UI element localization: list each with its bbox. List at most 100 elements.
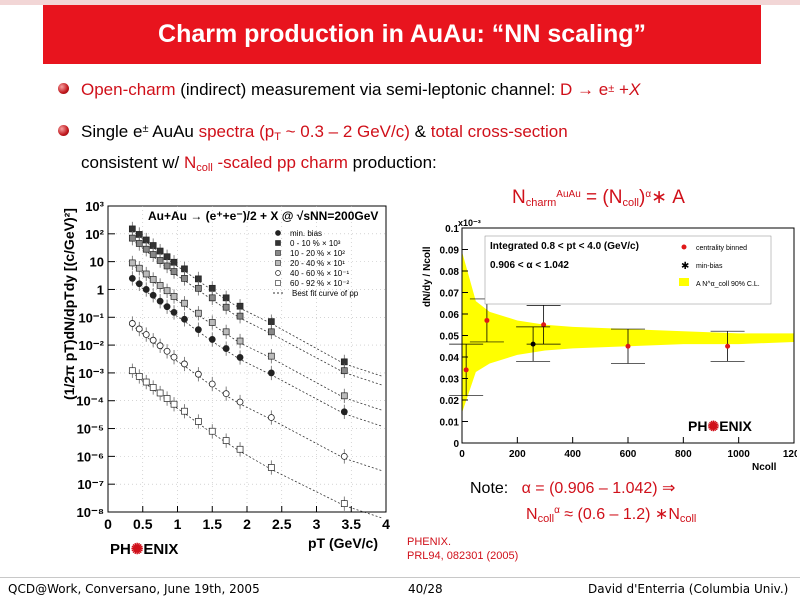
y-tick-label: 0	[453, 439, 459, 450]
data-point	[340, 367, 348, 375]
data-point	[135, 264, 143, 272]
data-point	[195, 418, 202, 425]
y-tick-label: 0.05	[440, 332, 460, 343]
data-point	[181, 315, 188, 323]
y-tick-label: 0.08	[440, 267, 460, 278]
y-tick-label: 10⁻¹	[78, 310, 104, 325]
x-tick-label: 1000	[728, 449, 751, 460]
fit-curve	[132, 372, 383, 519]
phenix-logo-right: PH✺ENIX	[688, 418, 752, 434]
data-point	[267, 318, 275, 325]
data-point	[142, 286, 150, 293]
spectra-text: spectra (p	[198, 122, 275, 141]
data-point	[208, 294, 216, 302]
x-tick-label: 800	[675, 449, 692, 460]
legend-entry: A N^α_coll 90% C.L.	[696, 281, 760, 288]
data-point	[541, 322, 547, 328]
x-tick-label: 400	[564, 449, 581, 460]
footer-separator	[0, 577, 800, 578]
data-point	[135, 280, 143, 288]
data-point	[170, 268, 178, 275]
data-point	[236, 445, 244, 453]
data-point	[195, 284, 202, 292]
y-tick-label: 10⁻³	[78, 366, 104, 381]
legend-marker	[681, 244, 687, 250]
data-point	[156, 342, 164, 350]
bullet-icon	[58, 83, 69, 94]
y-tick-label: 0.1	[445, 224, 459, 235]
data-point	[222, 390, 230, 398]
data-point	[128, 259, 136, 267]
data-point	[208, 427, 216, 435]
x-tick-label: 0.5	[133, 516, 153, 532]
data-point	[236, 312, 244, 320]
data-point	[170, 308, 178, 316]
bullet-text-1: Open-charm (indirect) measurement via se…	[81, 77, 640, 102]
y-tick-label: 0.01	[440, 418, 460, 429]
data-point	[236, 337, 244, 345]
x-tick-label: 600	[620, 449, 637, 460]
ncoll-subscript: coll	[196, 162, 213, 174]
data-point	[163, 287, 171, 295]
legend-entry: Best fit curve of pp	[292, 289, 359, 298]
single-e-text: Single e	[81, 122, 143, 141]
data-point	[142, 378, 150, 386]
data-point	[156, 247, 164, 255]
data-point	[236, 354, 244, 361]
data-point	[222, 437, 230, 444]
x-tick-label: 1.5	[203, 516, 223, 532]
data-point	[340, 452, 348, 460]
data-point	[267, 328, 275, 336]
chart-title: Au+Au → (e⁺+e⁻)/2 + X @ √sNN=200GeV	[148, 209, 378, 223]
data-point	[236, 302, 244, 310]
data-point	[463, 367, 469, 373]
footer-left: QCD@Work, Conversano, June 19th, 2005	[8, 582, 260, 596]
data-point	[625, 343, 631, 349]
y-tick-label: 1	[97, 282, 104, 297]
title-banner: Charm production in AuAu: “NN scaling”	[43, 5, 761, 64]
spectra-chart: 0 0.5 1 1.5 2 2.5 3 3.5 4 10³ 10² 10 1 10⁻¹ 10⁻² 10⁻³ 10…	[60, 190, 395, 575]
y-tick-label: 10⁻⁵	[77, 422, 104, 437]
data-point	[340, 392, 348, 400]
data-point	[135, 325, 143, 333]
legend-marker	[275, 240, 281, 246]
data-point	[267, 464, 275, 471]
note-line-1: Note: α = (0.906 – 1.042) ⇒	[470, 480, 676, 497]
legend-marker	[679, 278, 689, 286]
legend-marker	[275, 250, 281, 256]
data-point	[156, 257, 164, 264]
data-point	[340, 408, 348, 416]
bullet-text-2: Single e± AuAu spectra (pT ~ 0.3 – 2 GeV…	[81, 117, 568, 181]
y-tick-label: 10³	[85, 199, 104, 214]
legend-box	[484, 235, 772, 305]
data-point	[181, 407, 188, 415]
data-point	[170, 258, 178, 266]
data-point	[170, 400, 178, 408]
bullet-icon	[58, 125, 69, 136]
y-tick-label: 0.06	[440, 310, 460, 321]
chart-subtitle: 0.906 < α < 1.042	[490, 260, 569, 271]
data-point	[156, 389, 164, 397]
legend-entry: min. bias	[290, 229, 322, 238]
x-axis-label: Ncoll	[752, 462, 777, 473]
data-point	[208, 319, 216, 326]
x-axis-label: pT (GeV/c)	[308, 535, 378, 551]
scaling-formula: NcharmAuAu = (Ncoll)α∗ A	[512, 187, 685, 209]
y-tick-label: 10⁻⁸	[77, 505, 104, 520]
x-tick-label: 0	[459, 449, 465, 460]
y-axis-label: (1/2π pT)dN/dpTdy [(c/GeV)²]	[61, 208, 77, 400]
y-tick-label: 0.03	[440, 375, 460, 386]
legend-marker	[275, 260, 281, 266]
data-point	[149, 276, 157, 283]
data-point	[725, 343, 731, 349]
data-point	[195, 275, 202, 283]
data-point	[142, 270, 150, 278]
data-point	[236, 398, 244, 406]
y-tick-label: 10	[90, 255, 104, 270]
x-tick-label: 1	[174, 516, 182, 532]
legend-entry: centrality binned	[696, 245, 747, 252]
data-point	[142, 245, 150, 253]
data-point	[208, 336, 216, 343]
plus-minus-sign: ±	[608, 83, 615, 95]
